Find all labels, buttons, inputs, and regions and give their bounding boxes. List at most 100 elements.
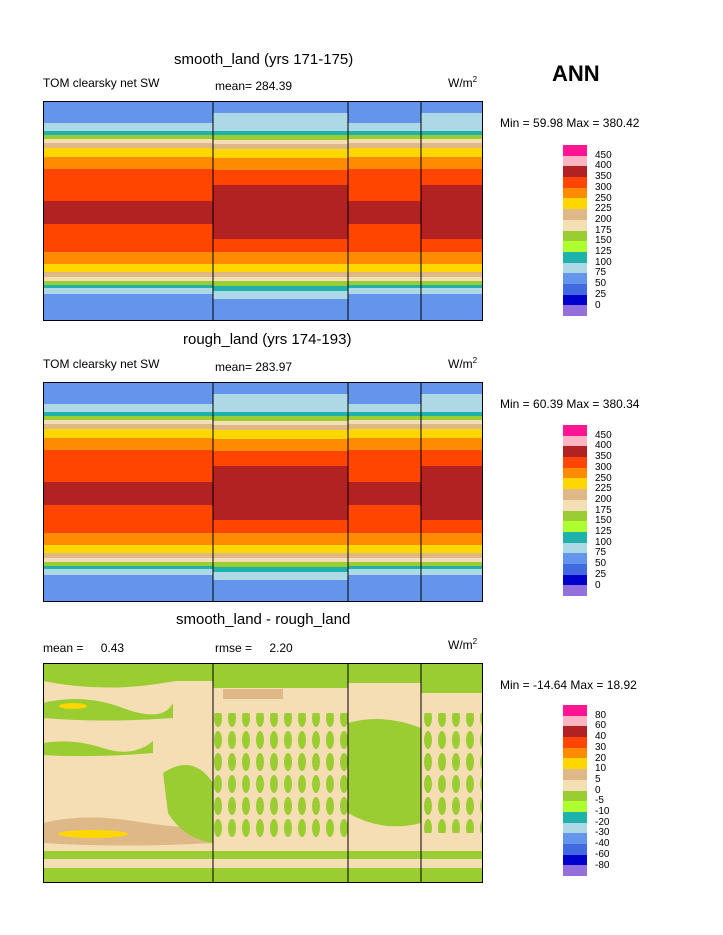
colorbar-swatch <box>563 574 587 586</box>
colorbar-swatch <box>563 294 587 306</box>
panel3-units-base: W/m <box>448 638 473 652</box>
panel1-min-value: 59.98 <box>533 116 564 130</box>
colorbar-swatch <box>563 251 587 263</box>
colorbar-tick-label: 20 <box>595 752 607 764</box>
diff-region <box>348 719 421 827</box>
season-label: ANN <box>552 61 600 86</box>
colorbar-swatch <box>563 198 587 210</box>
land-block-p1 <box>213 101 348 113</box>
land-block-p2 <box>213 533 348 545</box>
colorbar-swatch <box>563 563 587 575</box>
panel3-colorbar <box>563 705 587 876</box>
land-block-p1 <box>213 272 348 277</box>
colorbar-tick-label: 225 <box>595 203 612 215</box>
colorbar-swatch <box>563 478 587 490</box>
panel2-max-value: 380.34 <box>602 397 640 411</box>
colorbar-swatch <box>563 822 587 834</box>
panel3-rmse-label: rmse = <box>215 641 253 655</box>
panel2-mean-value: 283.97 <box>255 360 293 374</box>
colorbar-tick-label: -30 <box>595 827 610 839</box>
land-block-p1 <box>213 158 348 170</box>
land-block-p1 <box>213 170 348 185</box>
colorbar-swatch <box>563 542 587 554</box>
panel1-variable: TOM clearsky net SW <box>43 76 160 90</box>
land-block-p1 <box>213 131 348 135</box>
diff-region <box>213 663 348 688</box>
colorbar-swatch <box>563 467 587 479</box>
panel1-title: smooth_land (yrs 171-175) <box>174 51 354 68</box>
colorbar-swatch <box>563 585 587 596</box>
land-block-p1 <box>213 291 348 299</box>
diff-region <box>43 817 213 846</box>
colorbar-tick-label: -10 <box>595 806 610 817</box>
colorbar-swatch <box>563 283 587 295</box>
colorbar-tick-label: 300 <box>595 461 612 473</box>
panel1-map <box>43 101 483 321</box>
colorbar-swatch <box>563 305 587 316</box>
panel3-map <box>43 663 483 883</box>
colorbar-tick-label: 250 <box>595 192 612 204</box>
panel3-min-value: -14.64 <box>533 678 568 692</box>
colorbar-tick-label: -5 <box>595 795 604 807</box>
panel1-map-svg <box>43 101 483 321</box>
colorbar-tick-label: 100 <box>595 536 612 548</box>
colorbar-tick-label: 350 <box>595 171 612 183</box>
panel2-mean: mean= 283.97 <box>215 360 292 374</box>
land-block-p2 <box>213 430 348 439</box>
land-block-p2 <box>213 412 348 416</box>
land-block-p1 <box>213 277 348 281</box>
colorbar-swatch <box>563 553 587 564</box>
diff-region <box>43 663 215 688</box>
colorbar-swatch <box>563 177 587 188</box>
colorbar-tick-label: 200 <box>595 493 612 505</box>
colorbar-tick-label: 150 <box>595 515 612 527</box>
panel1-border <box>43 101 483 321</box>
colorbar-swatch <box>563 209 587 220</box>
colorbar-tick-label: 80 <box>595 709 607 721</box>
panel1-colorbar <box>563 145 587 316</box>
colorbar-tick-label: 350 <box>595 451 612 463</box>
land-block-p2 <box>213 425 348 430</box>
panel1-mean: mean= 284.39 <box>215 79 292 93</box>
colorbar-swatch <box>563 273 587 284</box>
colorbar-swatch <box>563 425 587 436</box>
colorbar-swatch <box>563 531 587 543</box>
land-block-p2 <box>213 567 348 572</box>
land-block-p1 <box>421 113 483 127</box>
colorbar-tick-label: 175 <box>595 504 612 516</box>
colorbar-swatch <box>563 510 587 522</box>
colorbar-tick-label: 450 <box>595 149 612 161</box>
colorbar-swatch <box>563 705 587 716</box>
colorbar-swatch <box>563 446 587 458</box>
colorbar-swatch <box>563 715 587 727</box>
land-block-p1 <box>213 149 348 158</box>
diff-region <box>421 663 483 693</box>
colorbar-tick-label: 100 <box>595 256 612 268</box>
diff-region <box>213 713 348 838</box>
colorbar-swatch <box>563 219 587 231</box>
land-block-p2 <box>421 466 483 520</box>
panel3-mean-value: 0.43 <box>100 641 125 655</box>
colorbar-swatch <box>563 737 587 748</box>
panel2-min-value: 60.39 <box>533 397 564 411</box>
colorbar-tick-label: -40 <box>595 838 610 850</box>
diff-region <box>58 830 128 838</box>
panel3-mean-label: mean = <box>43 641 84 655</box>
panel1-max-label: Max = <box>566 116 600 130</box>
colorbar-swatch <box>563 155 587 167</box>
panel2-min-label: Min = <box>500 397 530 411</box>
colorbar-tick-label: 400 <box>595 440 612 452</box>
land-block-p2 <box>421 394 483 408</box>
land-block-p2 <box>213 580 348 602</box>
panel3-map-svg <box>43 663 483 883</box>
diff-region <box>43 868 483 883</box>
colorbar-tick-label: 60 <box>595 720 607 732</box>
panel1-units-base: W/m <box>448 76 473 90</box>
panel3-max-label: Max = <box>570 678 604 692</box>
panel1-units: W/m2 <box>448 75 477 90</box>
land-block-p2 <box>213 416 348 421</box>
colorbar-tick-label: -80 <box>595 859 610 871</box>
colorbar-swatch <box>563 758 587 770</box>
land-block-p1 <box>213 252 348 264</box>
colorbar-swatch <box>563 790 587 802</box>
